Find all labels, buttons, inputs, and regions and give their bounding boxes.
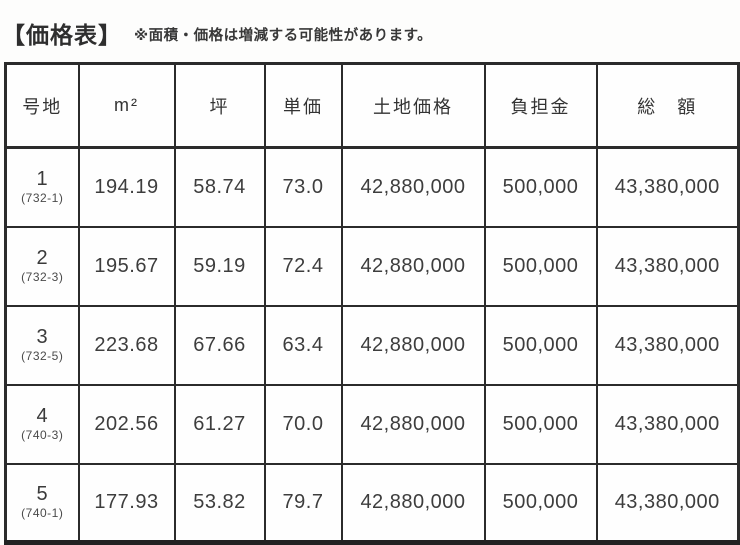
cell-land-price: 42,880,000: [340, 146, 486, 228]
lot-number: 4: [36, 405, 49, 427]
lot-parcel-number: (740-3): [21, 428, 64, 442]
cell-lot: 1 (732-1): [4, 146, 80, 228]
lot-number: 1: [36, 168, 49, 191]
cell-total: 43,380,000: [595, 146, 740, 228]
header-land-price: 土地価格: [340, 62, 486, 149]
price-table: 号地 m² 坪 単価 土地価格 負担金 総 額 1 (732-1) 194.19…: [4, 62, 740, 545]
header-tsubo: 坪: [173, 62, 266, 149]
cell-tsubo: 61.27: [173, 383, 266, 465]
header-unit-price: 単価: [263, 62, 343, 149]
lot-number: 2: [36, 247, 49, 269]
lot-number: 3: [36, 326, 49, 348]
header-row: 号地 m² 坪 単価 土地価格 負担金 総 額: [4, 62, 740, 149]
table-row: 5 (740-1) 177.93 53.82 79.7 42,880,000 5…: [4, 462, 740, 544]
cell-area-m2: 194.19: [77, 146, 176, 228]
cell-land-price: 42,880,000: [340, 383, 486, 465]
table-row: 2 (732-3) 195.67 59.19 72.4 42,880,000 5…: [4, 225, 740, 307]
lot-parcel-number: (732-1): [21, 191, 64, 206]
header-total: 総 額: [595, 62, 740, 149]
cell-land-price: 42,880,000: [340, 304, 486, 386]
cell-burden-fee: 500,000: [483, 462, 598, 544]
cell-total: 43,380,000: [595, 304, 740, 386]
table-header: 号地 m² 坪 単価 土地価格 負担金 総 額: [4, 62, 740, 149]
lot-parcel-number: (732-3): [21, 270, 64, 284]
disclaimer-note: ※面積・価格は増減する可能性があります。: [134, 28, 433, 44]
cell-tsubo: 53.82: [173, 462, 266, 544]
cell-unit-price: 72.4: [263, 225, 343, 307]
table-row: 1 (732-1) 194.19 58.74 73.0 42,880,000 5…: [4, 146, 740, 228]
cell-tsubo: 67.66: [173, 304, 266, 386]
cell-burden-fee: 500,000: [483, 304, 598, 386]
header-burden-fee: 負担金: [483, 62, 598, 149]
cell-total: 43,380,000: [595, 462, 740, 544]
cell-burden-fee: 500,000: [483, 225, 598, 307]
cell-tsubo: 58.74: [173, 146, 266, 228]
cell-total: 43,380,000: [595, 383, 740, 465]
cell-lot: 2 (732-3): [4, 225, 80, 307]
cell-tsubo: 59.19: [173, 225, 266, 307]
lot-number: 5: [36, 483, 49, 506]
header-area-m2: m²: [77, 62, 176, 149]
cell-burden-fee: 500,000: [483, 146, 598, 228]
cell-area-m2: 223.68: [77, 304, 176, 386]
cell-unit-price: 63.4: [263, 304, 343, 386]
cell-land-price: 42,880,000: [340, 462, 486, 544]
table-body: 1 (732-1) 194.19 58.74 73.0 42,880,000 5…: [4, 146, 740, 544]
cell-area-m2: 177.93: [77, 462, 176, 544]
lot-parcel-number: (732-5): [21, 349, 64, 363]
header-line: 【価格表】 ※面積・価格は増減する可能性があります。: [2, 16, 432, 50]
cell-area-m2: 202.56: [77, 383, 176, 465]
lot-parcel-number: (740-1): [21, 506, 64, 521]
cell-area-m2: 195.67: [77, 225, 176, 307]
cell-lot: 4 (740-3): [4, 383, 80, 465]
table-row: 4 (740-3) 202.56 61.27 70.0 42,880,000 5…: [4, 383, 740, 465]
page-title: 【価格表】: [2, 22, 122, 48]
cell-total: 43,380,000: [595, 225, 740, 307]
cell-unit-price: 73.0: [263, 146, 343, 228]
cell-lot: 5 (740-1): [4, 462, 80, 544]
header-lot: 号地: [4, 62, 80, 149]
cell-land-price: 42,880,000: [340, 225, 486, 307]
table-row: 3 (732-5) 223.68 67.66 63.4 42,880,000 5…: [4, 304, 740, 386]
cell-lot: 3 (732-5): [4, 304, 80, 386]
cell-burden-fee: 500,000: [483, 383, 598, 465]
cell-unit-price: 70.0: [263, 383, 343, 465]
cell-unit-price: 79.7: [263, 462, 343, 544]
